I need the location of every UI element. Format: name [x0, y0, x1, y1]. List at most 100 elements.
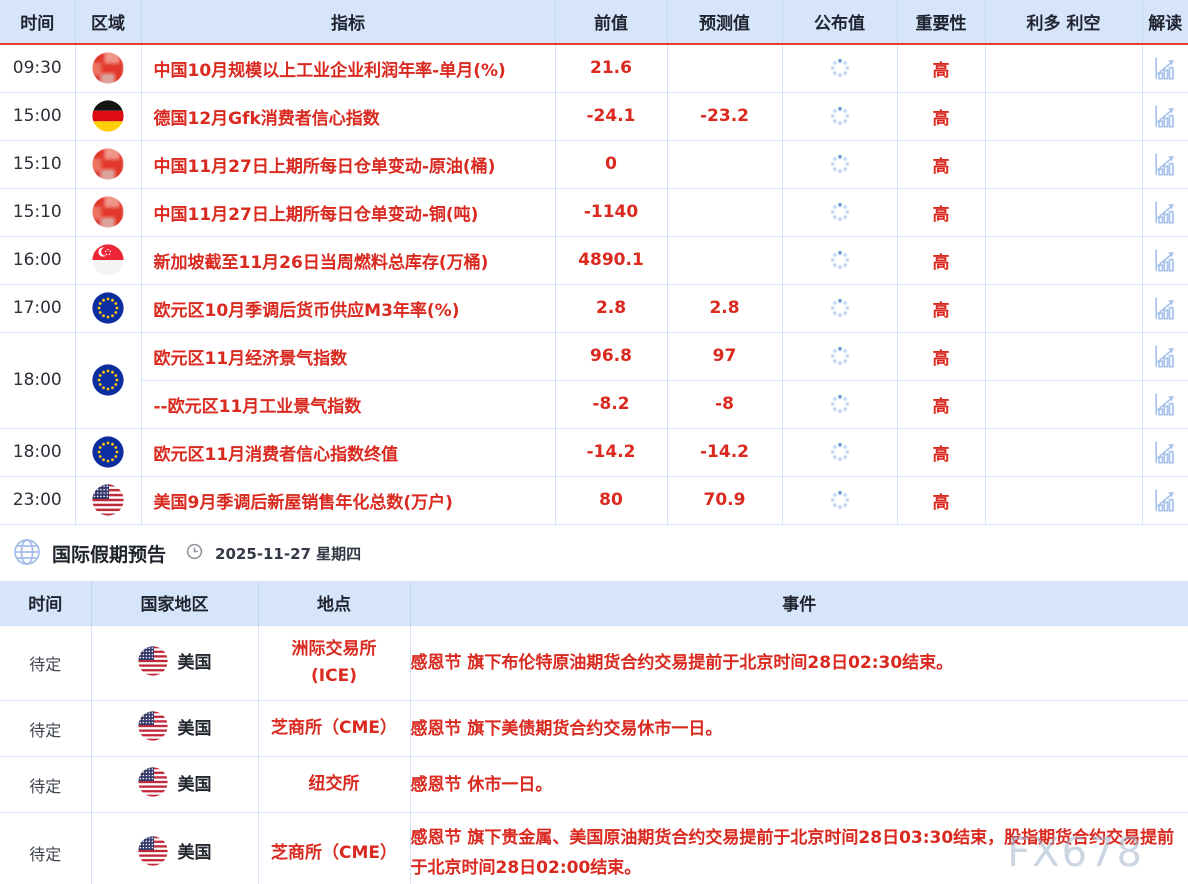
event-time: 18:00	[0, 331, 76, 429]
loading-spinner-icon	[783, 57, 897, 79]
published-value-cell	[782, 379, 898, 429]
indicator-name[interactable]: --欧元区11月工业景气指数	[141, 379, 556, 429]
calendar-row: 18:00 欧元区11月经济景气指数 96.8 97 高	[0, 331, 1188, 429]
chart-detail-icon[interactable]	[1143, 199, 1188, 225]
col-header-importance: 重要性	[897, 0, 986, 44]
bias-cell	[985, 91, 1143, 141]
bias-cell	[985, 187, 1143, 237]
holiday-country-name: 美国	[177, 843, 212, 863]
published-value-cell	[782, 43, 898, 93]
loading-spinner-icon	[783, 153, 897, 175]
detail-cell	[1142, 91, 1188, 141]
bias-cell	[985, 379, 1143, 429]
published-value-cell	[782, 283, 898, 333]
event-time: 15:10	[0, 187, 76, 237]
col-header-region: 区域	[75, 0, 142, 44]
eu-flag-icon	[92, 364, 124, 396]
col-header-previous: 前值	[555, 0, 668, 44]
detail-cell	[1142, 139, 1188, 189]
holiday-country-cell: 美国	[91, 625, 259, 701]
importance-badge: 高	[897, 139, 986, 189]
region-cell	[75, 235, 142, 285]
loading-spinner-icon	[783, 249, 897, 271]
calendar-row: 15:10 中国11月27日上期所每日仓单变动-原油(桶) 0 高	[0, 139, 1188, 189]
holiday-table: 时间 国家地区 地点 事件 待定 美国 洲际交易所 (ICE) 感恩节 旗下布伦特原…	[0, 580, 1188, 884]
indicator-name[interactable]: 中国11月27日上期所每日仓单变动-铜(吨)	[141, 187, 556, 237]
event-time: 15:00	[0, 91, 76, 141]
chart-detail-icon[interactable]	[1143, 391, 1188, 417]
calendar-row: 15:00 德国12月Gfk消费者信心指数 -24.1 -23.2 高	[0, 91, 1188, 141]
indicator-name[interactable]: 欧元区11月消费者信心指数终值	[141, 427, 556, 477]
us-flag-icon	[137, 767, 168, 797]
event-time: 16:00	[0, 235, 76, 285]
us-flag-icon	[137, 645, 168, 676]
eu-flag-icon	[92, 292, 124, 324]
importance-badge: 高	[897, 331, 986, 381]
indicator-name[interactable]: 美国9月季调后新屋销售年化总数(万户)	[141, 475, 556, 525]
loading-spinner-icon	[783, 345, 897, 367]
previous-value: 0	[555, 139, 668, 189]
chart-detail-icon[interactable]	[1143, 247, 1188, 273]
detail-cell	[1142, 235, 1188, 285]
published-value-cell	[782, 235, 898, 285]
globe-icon	[12, 537, 42, 571]
chart-detail-icon[interactable]	[1143, 55, 1188, 81]
loading-spinner-icon	[783, 441, 897, 463]
holiday-country-name: 美国	[177, 718, 212, 739]
calendar-row: 23:00 美国9月季调后新屋销售年化总数(万户) 80 70.9 高	[0, 475, 1188, 525]
indicator-name[interactable]: 中国10月规模以上工业企业利润年率-单月(%)	[141, 43, 556, 93]
col-header-event: 事件	[410, 580, 1188, 626]
indicator-name[interactable]: 欧元区10月季调后货币供应M3年率(%)	[141, 283, 556, 333]
chart-detail-icon[interactable]	[1143, 343, 1188, 369]
chart-detail-icon[interactable]	[1143, 487, 1188, 513]
detail-cell	[1142, 187, 1188, 237]
published-value-cell	[782, 91, 898, 141]
forecast-value	[667, 139, 783, 189]
loading-spinner-icon	[783, 105, 897, 127]
bias-cell	[985, 427, 1143, 477]
germany-flag-icon	[92, 100, 124, 132]
chart-detail-icon[interactable]	[1143, 151, 1188, 177]
indicator-name[interactable]: 欧元区11月经济景气指数	[141, 331, 556, 381]
indicator-name[interactable]: 中国11月27日上期所每日仓单变动-原油(桶)	[141, 139, 556, 189]
holiday-event: 感恩节 旗下美债期货合约交易休市一日。	[410, 700, 1188, 757]
singapore-flag-icon	[92, 244, 124, 276]
indicator-name[interactable]: 德国12月Gfk消费者信心指数	[141, 91, 556, 141]
forecast-value: -8	[667, 379, 783, 429]
calendar-row: --欧元区11月工业景气指数 -8.2 -8 高	[0, 379, 1188, 429]
calendar-row: 09:30 中国10月规模以上工业企业利润年率-单月(%) 21.6 高	[0, 43, 1188, 93]
chart-detail-icon[interactable]	[1143, 295, 1188, 321]
holiday-time: 待定	[0, 625, 92, 701]
holiday-time: 待定	[0, 700, 92, 757]
chart-detail-icon[interactable]	[1143, 439, 1188, 465]
economic-calendar-table: 时间 区域 指标 前值 预测值 公布值 重要性 利多 利空 解读 09:30 中…	[0, 0, 1188, 525]
holiday-body: 待定 美国 洲际交易所 (ICE) 感恩节 旗下布伦特原油期货合约交易提前于北京时间…	[0, 625, 1188, 884]
region-cell	[75, 139, 142, 189]
calendar-row: 16:00 新加坡截至11月26日当周燃料总库存(万桶) 4890.1 高	[0, 235, 1188, 285]
col-header-published: 公布值	[782, 0, 898, 44]
holiday-event: 感恩节 休市一日。	[410, 756, 1188, 813]
published-value-cell	[782, 331, 898, 381]
bias-cell	[985, 331, 1143, 381]
holiday-section-header: 国际假期预告 2025-11-27 星期四	[0, 525, 1188, 581]
holiday-row: 待定 美国 芝商所（CME） 感恩节 旗下美债期货合约交易休市一日。	[0, 700, 1188, 757]
calendar-row: 18:00 欧元区11月消费者信心指数终值 -14.2 -14.2 高	[0, 427, 1188, 477]
us-flag-icon	[137, 835, 168, 866]
china-flag-icon	[92, 148, 124, 180]
importance-badge: 高	[897, 283, 986, 333]
region-cell	[75, 427, 142, 477]
indicator-name[interactable]: 新加坡截至11月26日当周燃料总库存(万桶)	[141, 235, 556, 285]
china-flag-icon	[92, 196, 124, 228]
forecast-value	[667, 235, 783, 285]
forecast-value	[667, 187, 783, 237]
importance-badge: 高	[897, 235, 986, 285]
bias-cell	[985, 235, 1143, 285]
region-cell	[75, 91, 142, 141]
event-time: 23:00	[0, 475, 76, 525]
previous-value: 4890.1	[555, 235, 668, 285]
event-time: 09:30	[0, 43, 76, 93]
chart-detail-icon[interactable]	[1143, 103, 1188, 129]
detail-cell	[1142, 331, 1188, 381]
holiday-section-title: 国际假期预告	[52, 544, 167, 566]
